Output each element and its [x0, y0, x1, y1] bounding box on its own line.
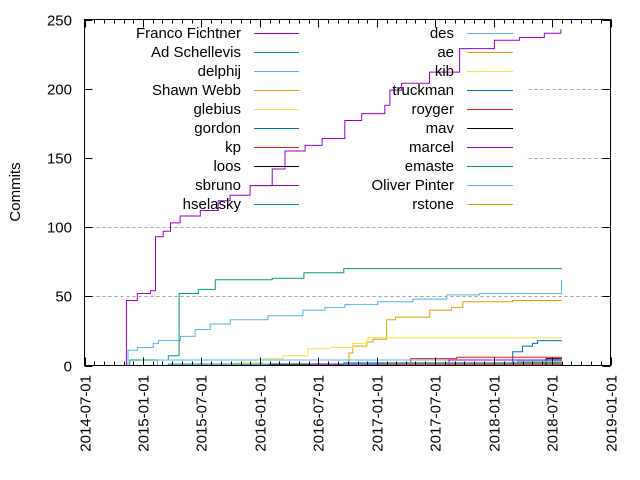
- legend-label: kp: [225, 139, 241, 156]
- legend-label: Franco Fichtner: [136, 25, 241, 42]
- legend-label: rstone: [412, 196, 454, 213]
- legend-label: des: [430, 25, 454, 42]
- x-tick-label: 2017-07-01: [428, 375, 445, 452]
- y-tick-label: 150: [47, 151, 72, 168]
- legend-label: gordon: [194, 120, 241, 137]
- y-tick-label: 250: [47, 13, 72, 30]
- y-tick-label: 100: [47, 220, 72, 237]
- series-line-marcel: [448, 359, 562, 366]
- legend-label: sbruno: [195, 177, 241, 194]
- legend-label: ae: [437, 44, 454, 61]
- x-tick-label: 2016-01-01: [253, 375, 270, 452]
- series-line-ad-schellevis: [127, 268, 562, 366]
- legend-label: delphij: [198, 63, 241, 80]
- x-tick-label: 2015-01-01: [136, 375, 153, 452]
- x-tick-label: 2018-01-01: [487, 375, 504, 452]
- legend-label: Shawn Webb: [152, 82, 241, 99]
- legend-label: truckman: [392, 82, 454, 99]
- series-line-oliver-pinter: [338, 360, 562, 366]
- series-line-des: [156, 359, 562, 366]
- x-tick-label: 2017-01-01: [370, 375, 387, 452]
- series-line-glebius: [198, 337, 562, 365]
- x-tick-label: 2015-07-01: [194, 375, 211, 452]
- legend-label: Ad Schellevis: [151, 44, 241, 61]
- x-tick-label: 2018-07-01: [545, 375, 562, 452]
- legend-label: kib: [435, 63, 454, 80]
- y-axis-label: Commits: [7, 162, 24, 221]
- series-line-franco-fichtner: [125, 29, 562, 366]
- x-tick-label: 2016-07-01: [311, 375, 328, 452]
- series-line-truckman: [367, 340, 562, 366]
- x-tick-label: 2019-01-01: [604, 375, 621, 452]
- legend-label: loos: [213, 158, 241, 175]
- y-tick-label: 50: [55, 289, 72, 306]
- legend-label: marcel: [409, 139, 454, 156]
- legend-background: [85, 20, 525, 215]
- series-line-delphij: [127, 279, 563, 366]
- y-tick-label: 0: [64, 359, 72, 376]
- y-tick-label: 200: [47, 82, 72, 99]
- series-line-kp: [410, 356, 562, 366]
- legend-label: royger: [411, 101, 454, 118]
- x-tick-label: 2014-07-01: [78, 375, 95, 452]
- series-line-shawn-webb: [348, 300, 562, 366]
- legend-label: mav: [426, 120, 455, 137]
- legend-label: hselasky: [183, 196, 242, 213]
- legend-label: emaste: [405, 158, 454, 175]
- legend-label: Oliver Pinter: [371, 177, 454, 194]
- axes: 0 50 100 150 200 250 2014-07-01 2015-01-01 2015-…: [47, 13, 621, 452]
- plot-border: [84, 19, 611, 366]
- legend-label: glebius: [193, 101, 241, 118]
- legend: Franco Fichtner Ad Schellevis delphij Shawn…: [136, 25, 513, 213]
